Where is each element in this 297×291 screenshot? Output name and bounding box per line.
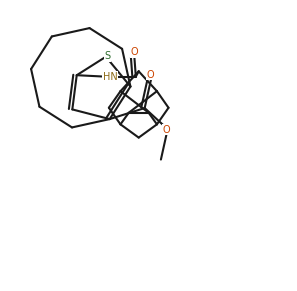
Text: O: O bbox=[131, 47, 138, 57]
Text: S: S bbox=[104, 51, 110, 61]
Text: O: O bbox=[146, 70, 154, 80]
Text: HN: HN bbox=[102, 72, 117, 82]
Text: O: O bbox=[162, 125, 170, 135]
